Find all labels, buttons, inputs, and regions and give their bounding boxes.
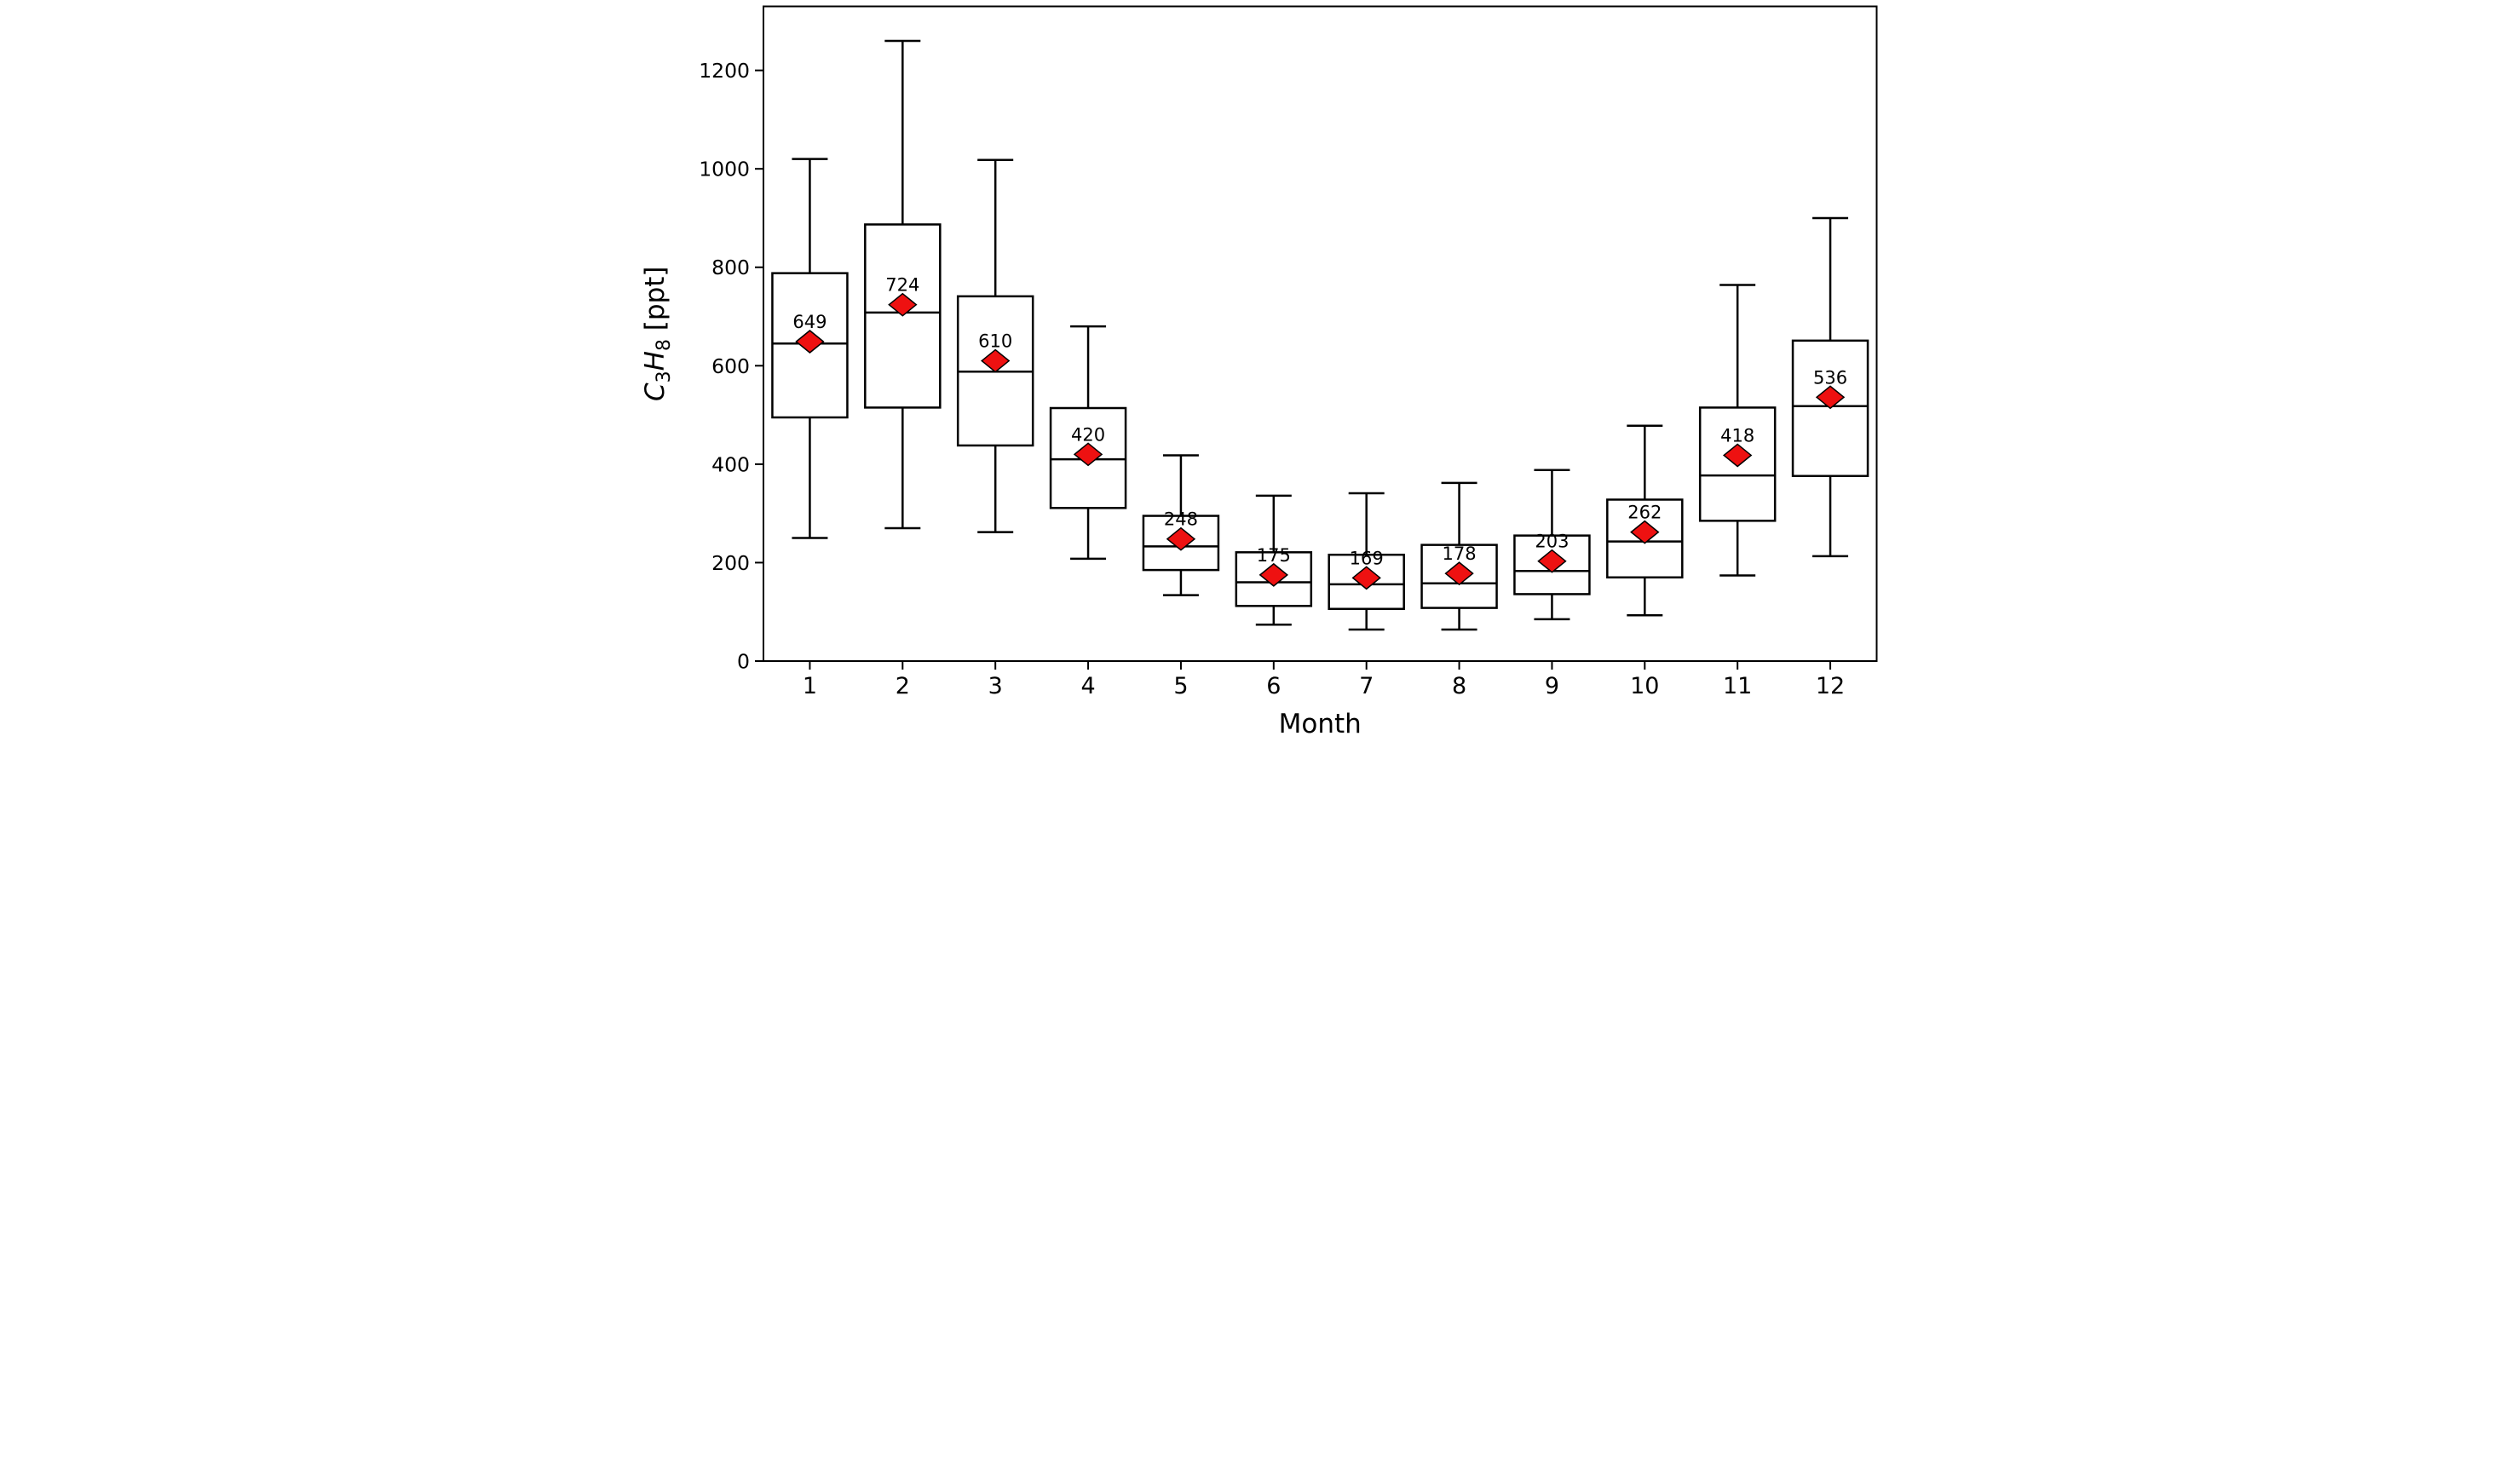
y-tick-label: 600: [711, 354, 750, 378]
mean-label: 248: [1163, 509, 1197, 530]
box-month-10: 262: [1605, 424, 1684, 617]
box-month-8: 178: [1420, 481, 1498, 631]
mean-label: 175: [1256, 545, 1290, 566]
y-tick-label: 0: [737, 650, 750, 674]
mean-diamond-icon: [1351, 566, 1381, 590]
x-tick-label: 1: [802, 673, 816, 699]
x-tick-label: 4: [1080, 673, 1095, 699]
x-tick-label: 5: [1173, 673, 1188, 699]
box-month-2: 724: [863, 39, 942, 530]
mean-label: 649: [792, 312, 827, 332]
mean-diamond-icon: [980, 348, 1010, 373]
box-month-11: 418: [1698, 284, 1776, 577]
mean-diamond-icon: [1443, 561, 1474, 586]
x-tick-label: 10: [1630, 673, 1659, 699]
mean-label: 262: [1627, 503, 1662, 523]
box-month-6: 175: [1235, 494, 1312, 626]
mean-diamond-icon: [1722, 443, 1752, 468]
y-tick-label: 1000: [699, 158, 750, 181]
box-month-7: 169: [1327, 492, 1405, 631]
mean-label: 536: [1813, 367, 1847, 388]
y-tick-label: 800: [711, 256, 750, 279]
mean-diamond-icon: [1166, 526, 1195, 551]
x-tick-label: 2: [895, 673, 909, 699]
mean-diamond-icon: [794, 330, 825, 354]
mean-diamond-icon: [1258, 562, 1288, 587]
y-axis-label: C3H8 [ppt]: [640, 266, 675, 401]
mean-label: 418: [1720, 425, 1754, 446]
mean-label: 169: [1349, 548, 1383, 568]
box-month-9: 203: [1512, 469, 1591, 621]
mean-label: 420: [1071, 424, 1105, 445]
mean-label: 610: [978, 331, 1012, 352]
box-month-1: 649: [770, 158, 849, 539]
mean-diamond-icon: [887, 292, 918, 317]
x-axis-label: Month: [1278, 709, 1361, 739]
mean-diamond-icon: [1536, 549, 1567, 573]
iqr-box: [1142, 515, 1219, 572]
mean-label: 203: [1535, 532, 1569, 552]
x-tick-label: 7: [1359, 673, 1374, 699]
y-tick-label: 400: [711, 452, 750, 476]
mean-label: 724: [885, 275, 919, 296]
box-month-12: 536: [1791, 216, 1869, 558]
mean-label: 178: [1442, 544, 1476, 564]
box-month-5: 248: [1142, 454, 1219, 596]
y-tick-label: 200: [711, 551, 750, 575]
axes-spines: [762, 5, 1877, 662]
x-tick-label: 8: [1451, 673, 1466, 699]
mean-diamond-icon: [1629, 520, 1659, 544]
boxplot-figure: 0 200 400 600 800 1000 1200 1 2 3 4 5 6 7 8 9 10 11 12 649 7…: [629, 0, 1888, 742]
box-month-4: 420: [1049, 325, 1126, 561]
x-tick-label: 3: [988, 673, 1002, 699]
plot-area: [763, 6, 1876, 661]
iqr-box: [1327, 553, 1405, 611]
x-tick-label: 11: [1723, 673, 1752, 699]
mean-diamond-icon: [1073, 442, 1103, 467]
x-tick-label: 6: [1266, 673, 1281, 699]
x-tick-label: 9: [1544, 673, 1558, 699]
mean-diamond-icon: [1815, 385, 1845, 410]
box-month-3: 610: [956, 158, 1034, 533]
y-tick-label: 1200: [699, 59, 750, 83]
x-tick-label: 12: [1815, 673, 1844, 699]
